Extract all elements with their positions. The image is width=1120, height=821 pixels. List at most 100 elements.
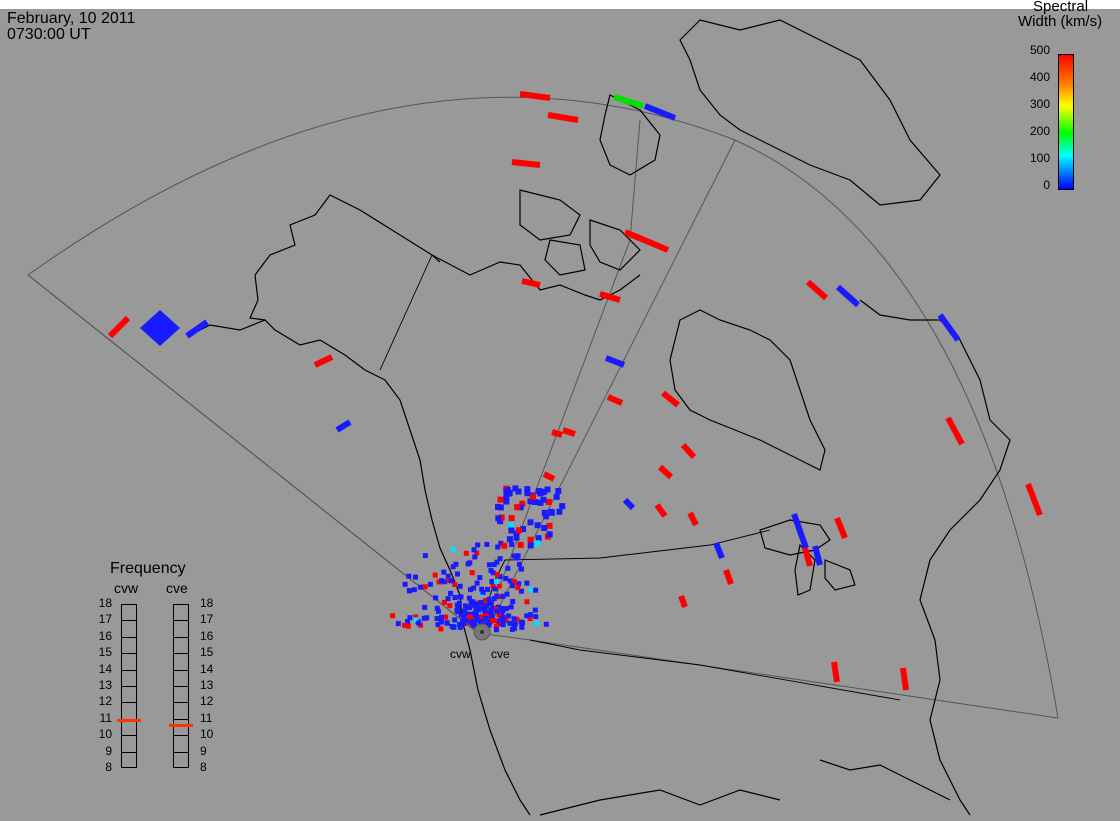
scatter-cell xyxy=(517,504,524,511)
scatter-cell xyxy=(407,588,413,593)
scatter-cell xyxy=(517,541,524,548)
scatter-cell xyxy=(529,493,536,500)
scatter-bar xyxy=(723,568,734,586)
scatter-cell xyxy=(473,608,479,614)
scatter-cell xyxy=(489,578,495,584)
scatter-cell xyxy=(460,618,466,624)
frequency-scale-label: 9 xyxy=(200,743,207,758)
scatter-cell xyxy=(475,542,481,548)
frequency-scale-label: 16 xyxy=(98,628,112,643)
scatter-cell xyxy=(511,553,517,559)
radar-fov-outline xyxy=(27,96,1059,719)
scatter-cell xyxy=(452,617,458,623)
colorbar-tick: 500 xyxy=(1029,43,1050,57)
scatter-cell xyxy=(433,595,439,601)
scatter-cell xyxy=(458,612,464,618)
near-range-scatter xyxy=(390,485,566,633)
frequency-scale-label: 8 xyxy=(105,760,112,774)
frequency-scale-label: 15 xyxy=(200,645,214,660)
scatter-cell xyxy=(524,486,531,493)
scatter-cell xyxy=(491,562,497,568)
scatter-cell xyxy=(402,581,408,587)
top-strip xyxy=(0,0,1120,9)
scatter-bar xyxy=(613,94,644,109)
scatter-cell xyxy=(422,584,428,590)
scatter-cell xyxy=(458,594,464,600)
scatter-cell xyxy=(497,594,503,600)
scatter-cell xyxy=(488,612,494,618)
scatter-cell xyxy=(441,569,447,575)
scatter-cell xyxy=(546,531,553,538)
scatter-cell xyxy=(469,602,475,608)
scatter-bar xyxy=(834,516,848,540)
radar-label-cvw: cvw xyxy=(114,580,139,596)
frequency-scale-label: 17 xyxy=(98,612,112,627)
scatter-cell xyxy=(469,570,475,576)
scatter-cell xyxy=(503,618,509,624)
scatter-bar xyxy=(831,661,840,683)
frequency-scale-label: 14 xyxy=(200,661,214,676)
scatter-cell xyxy=(500,622,506,628)
scatter-cell xyxy=(457,583,463,589)
scatter-cell xyxy=(543,513,550,520)
scatter-cell xyxy=(511,621,517,627)
frequency-scale-label: 11 xyxy=(200,710,213,725)
scatter-cell xyxy=(413,574,418,580)
scatter-cell xyxy=(445,573,451,579)
radar-label-cve: cve xyxy=(166,580,188,596)
scatter-cell xyxy=(434,616,440,621)
borders xyxy=(379,254,901,701)
scatter-cell xyxy=(507,522,514,529)
scatter-cell xyxy=(512,485,519,492)
scatter-cell xyxy=(450,546,456,552)
scatter-cell xyxy=(532,607,538,613)
scatter-cell xyxy=(534,522,541,529)
scatter-cell xyxy=(553,493,560,500)
scatter-cell xyxy=(528,587,534,593)
scatter-cell xyxy=(457,624,463,630)
scatter-bar xyxy=(900,667,909,691)
scatter-cell xyxy=(541,509,548,516)
colorbar-tick: 400 xyxy=(1029,70,1050,84)
scatter-cell xyxy=(518,588,524,594)
scatter-cell xyxy=(442,599,447,605)
scatter-cell xyxy=(461,614,467,619)
scatter-cell xyxy=(474,550,480,556)
scatter-cell xyxy=(527,498,534,505)
scatter-cell xyxy=(427,581,433,587)
scatter-cell xyxy=(438,619,444,625)
scatter-cell xyxy=(514,504,521,511)
scatter-cell xyxy=(464,611,470,617)
scatter-cell xyxy=(484,541,490,547)
coastlines xyxy=(189,19,1011,816)
scatter-cell xyxy=(413,614,419,620)
time-label: 0730:00 UT xyxy=(7,26,91,43)
scatter-cell xyxy=(497,556,503,562)
scatter-cell xyxy=(543,621,549,627)
scatter-bar xyxy=(542,471,556,482)
scatter-cell xyxy=(486,562,492,568)
scatter-cell xyxy=(498,540,504,546)
scatter-bar xyxy=(604,355,626,368)
scatter-bar xyxy=(713,541,725,560)
scatter-bar xyxy=(678,594,688,609)
scatter-cell xyxy=(505,565,511,571)
spectral-width-colorbar xyxy=(1058,54,1074,190)
scatter-cell xyxy=(519,566,524,572)
scatter-cell xyxy=(450,564,456,570)
scatter-cell xyxy=(519,624,525,630)
scatter-cell xyxy=(500,618,506,624)
scatter-cell xyxy=(390,613,396,619)
scatter-cell xyxy=(533,614,539,620)
scatter-cell xyxy=(405,623,411,629)
scatter-bar xyxy=(511,159,541,168)
scatter-cell xyxy=(448,578,454,584)
scatter-cell xyxy=(484,603,490,609)
scatter-cell xyxy=(483,598,488,604)
scatter-cell xyxy=(500,614,506,620)
scatter-cell xyxy=(504,591,510,597)
scatter-cell xyxy=(513,530,520,537)
colorbar-tick: 300 xyxy=(1029,97,1050,111)
scatter-bar xyxy=(606,394,624,406)
scatter-cell xyxy=(541,488,548,495)
